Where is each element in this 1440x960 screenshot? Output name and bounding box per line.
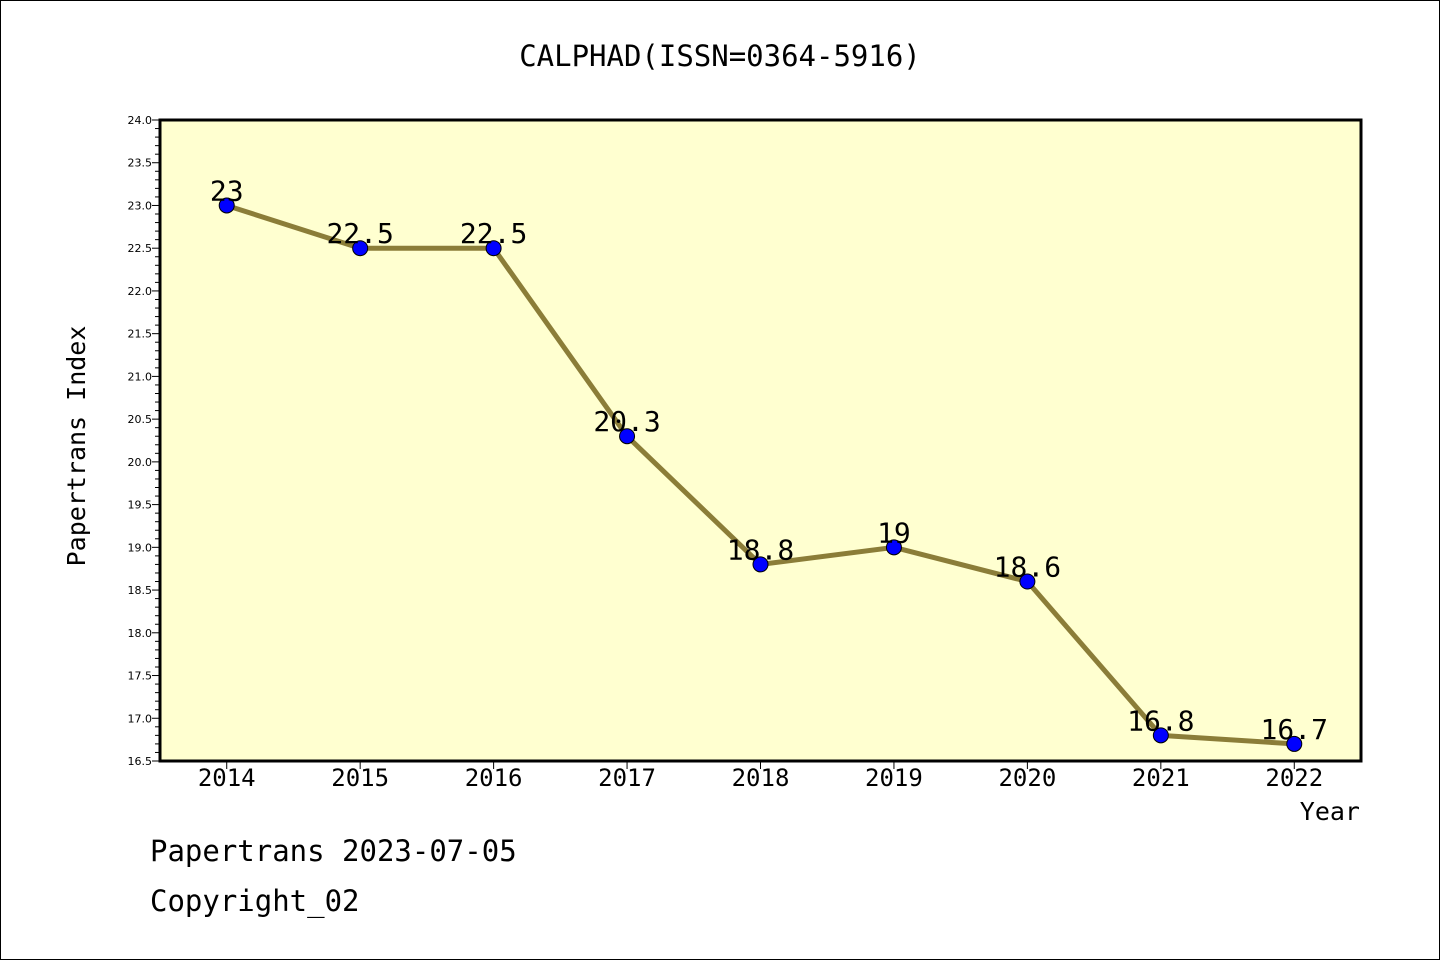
data-label: 18.8 bbox=[727, 533, 794, 566]
x-tick-label: 2017 bbox=[598, 764, 656, 792]
y-tick-label: 17.5 bbox=[128, 670, 153, 683]
data-point bbox=[485, 240, 502, 257]
data-point bbox=[885, 539, 902, 556]
data-label: 16.8 bbox=[1127, 704, 1194, 737]
source-footer: Papertrans 2023-07-05 bbox=[150, 834, 517, 868]
y-axis-label: Papertrans Index bbox=[62, 326, 91, 567]
x-axis: 2014 2015 2016 2017 2018 2019 2020 2021 2022 bbox=[198, 761, 1323, 792]
x-tick-label: 2021 bbox=[1132, 764, 1190, 792]
data-label: 16.7 bbox=[1261, 713, 1328, 746]
y-tick-label: 23.5 bbox=[128, 157, 153, 170]
plot-area bbox=[158, 118, 1363, 763]
y-tick-label: 21.0 bbox=[128, 370, 153, 383]
y-tick-label: 23.0 bbox=[128, 199, 153, 212]
y-tick-label: 17.0 bbox=[128, 712, 153, 725]
x-tick-label: 2020 bbox=[998, 764, 1056, 792]
data-point bbox=[352, 240, 369, 257]
data-label: 19 bbox=[877, 516, 911, 549]
x-tick-label: 2019 bbox=[865, 764, 923, 792]
data-label: 18.6 bbox=[994, 551, 1061, 584]
data-label: 20.3 bbox=[593, 405, 660, 438]
series-layer: 23 22.5 22.5 20.3 18.8 19 18.6 16.8 16.7 bbox=[210, 174, 1328, 752]
data-label: 22.5 bbox=[326, 217, 393, 250]
y-tick-label: 20.0 bbox=[128, 456, 153, 469]
x-tick-label: 2016 bbox=[465, 764, 523, 792]
data-point bbox=[1152, 727, 1169, 744]
y-tick-label: 21.5 bbox=[128, 328, 153, 341]
y-tick-label: 22.0 bbox=[128, 285, 153, 298]
y-tick-label: 19.5 bbox=[128, 499, 153, 512]
y-tick-label: 18.5 bbox=[128, 584, 153, 597]
x-axis-label: Year bbox=[1300, 797, 1360, 826]
data-point bbox=[1286, 735, 1303, 752]
data-point bbox=[218, 197, 235, 214]
chart-title: CALPHAD(ISSN=0364-5916) bbox=[519, 39, 921, 73]
y-tick-label: 16.5 bbox=[128, 755, 153, 768]
data-label: 22.5 bbox=[460, 217, 527, 250]
y-axis: 16.5 17.0 17.5 18.0 18.5 19.0 19.5 20.0 20.5 21.0… bbox=[128, 114, 160, 768]
x-tick-label: 2022 bbox=[1265, 764, 1323, 792]
data-point bbox=[619, 428, 636, 445]
y-tick-label: 18.0 bbox=[128, 627, 153, 640]
data-point bbox=[752, 556, 769, 573]
y-tick-label: 19.0 bbox=[128, 541, 153, 554]
y-tick-label: 20.5 bbox=[128, 413, 153, 426]
x-tick-label: 2015 bbox=[331, 764, 389, 792]
x-tick-label: 2014 bbox=[198, 764, 256, 792]
x-tick-label: 2018 bbox=[732, 764, 790, 792]
y-tick-label: 22.5 bbox=[128, 242, 153, 255]
data-point bbox=[1019, 573, 1036, 590]
copyright-footer: Copyright_02 bbox=[150, 884, 360, 918]
y-tick-label: 24.0 bbox=[128, 114, 153, 127]
data-label: 23 bbox=[210, 174, 244, 207]
